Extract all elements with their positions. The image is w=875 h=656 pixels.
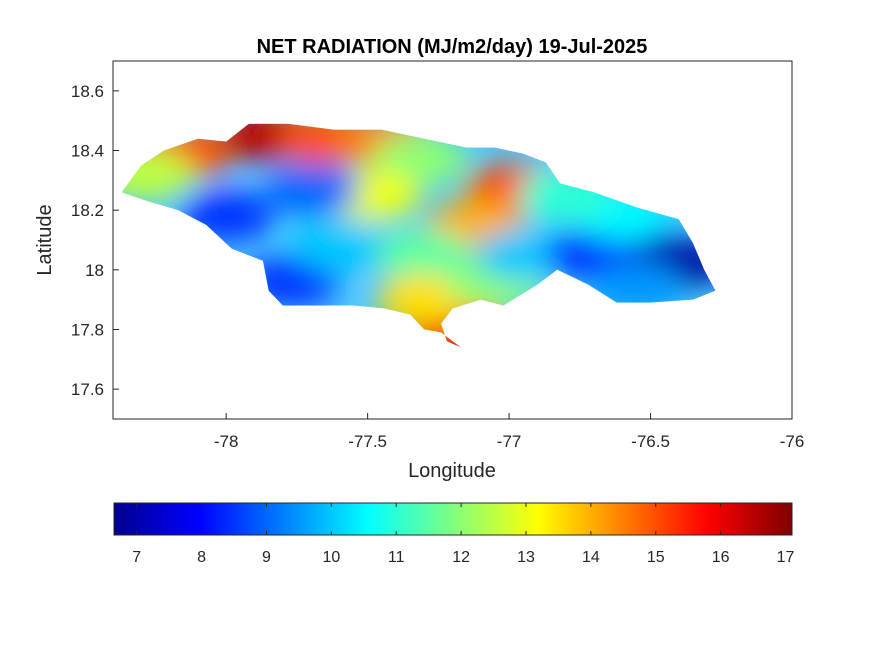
- y-tick-label: 18: [85, 261, 104, 280]
- colorbar-tick-label: 16: [712, 549, 730, 566]
- colorbar-tick-label: 7: [132, 549, 141, 566]
- y-tick-label: 17.8: [71, 321, 104, 340]
- x-tick-label: -77.5: [348, 432, 387, 451]
- colorbar-tick-label: 11: [388, 549, 405, 566]
- colorbar-tick-label: 8: [197, 549, 206, 566]
- x-axis-ticks: -78 -77.5 -77 -76.5 -76: [214, 413, 804, 451]
- x-tick-label: -76.5: [631, 432, 670, 451]
- x-tick-label: -78: [214, 432, 239, 451]
- x-axis-label: Longitude: [408, 460, 496, 482]
- colorbar-gradient: [113, 502, 793, 536]
- y-tick-label: 18.6: [71, 82, 104, 101]
- y-tick-label: 17.6: [71, 380, 104, 399]
- colorbar-tick-label: 12: [452, 549, 470, 566]
- x-tick-label: -76: [780, 432, 805, 451]
- heat-region-10: [263, 163, 360, 216]
- colorbar-tick-label: 9: [262, 549, 271, 566]
- colorbar-tick-label: 10: [322, 549, 340, 566]
- colorbar: 7 8 9 10 11 12 13 14 15 16 17: [113, 502, 795, 566]
- colorbar-tick-label: 14: [582, 549, 600, 566]
- chart-title: NET RADIATION (MJ/m2/day) 19-Jul-2025: [257, 36, 648, 58]
- colorbar-tick-label: 17: [777, 549, 795, 566]
- colorbar-tick-label: 13: [517, 549, 535, 566]
- y-axis-label: Latitude: [34, 204, 56, 275]
- y-tick-label: 18.2: [71, 201, 104, 220]
- heat-region-12: [291, 219, 388, 272]
- x-tick-label: -77: [497, 432, 522, 451]
- axes-box: [112, 60, 793, 420]
- colorbar-tick-label: 15: [647, 549, 665, 566]
- heat-region-13: [376, 228, 473, 281]
- island-outline: [121, 123, 716, 348]
- heat-region-18: [475, 228, 572, 281]
- colorbar-ticks: 7 8 9 10 11 12 13 14 15 16 17: [132, 503, 795, 566]
- y-axis-ticks: 17.6 17.8 18 18.2 18.4 18.6: [71, 82, 119, 399]
- y-tick-label: 18.4: [71, 142, 104, 161]
